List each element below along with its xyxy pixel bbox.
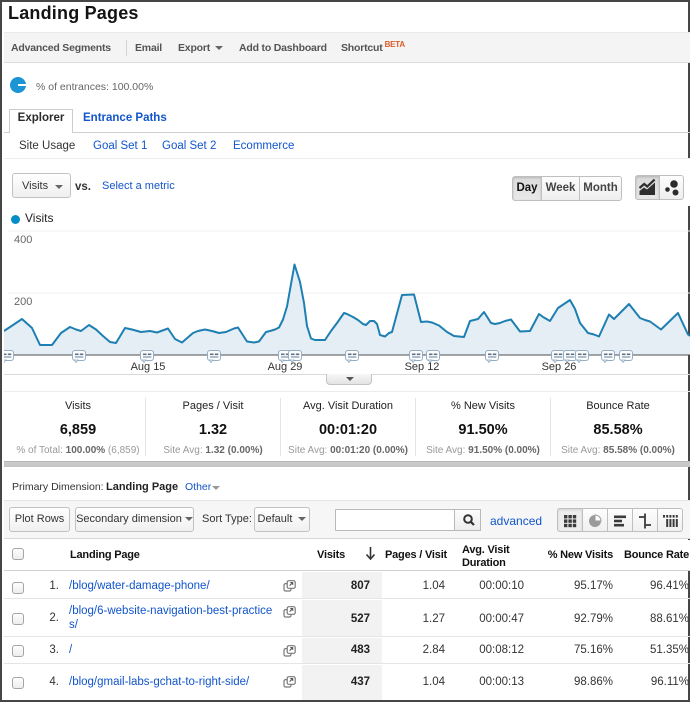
svg-text:400: 400 [14,234,32,246]
svg-text:Sep 12: Sep 12 [405,361,440,373]
svg-text:Aug 15: Aug 15 [131,361,166,373]
svg-text:Aug 29: Aug 29 [268,361,303,373]
svg-text:Sep 26: Sep 26 [542,361,577,373]
svg-text:200: 200 [14,296,32,308]
